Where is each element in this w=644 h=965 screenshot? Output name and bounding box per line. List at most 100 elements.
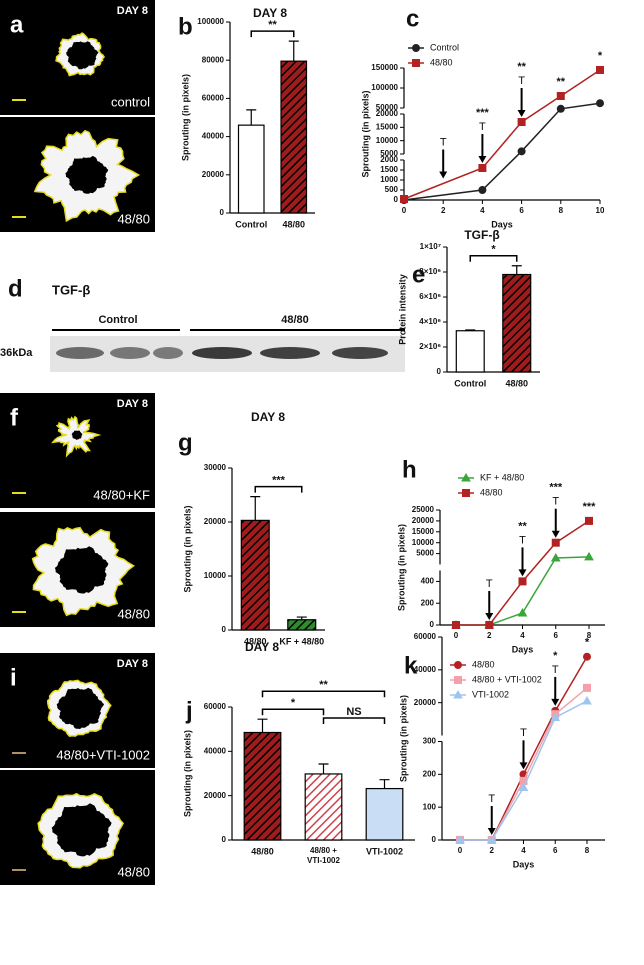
error-bar: [246, 109, 257, 126]
legend-label: 48/80: [430, 57, 453, 67]
y-tick-label: 0: [432, 835, 437, 844]
panel-letter: b: [178, 13, 193, 40]
chart-title: DAY 8: [245, 640, 279, 654]
series-line: [403, 102, 601, 201]
significance-label: ***: [549, 482, 563, 494]
y-tick-label: 40000: [204, 746, 227, 755]
significance-label: *: [553, 650, 558, 662]
y-tick-label: 200: [423, 769, 437, 778]
bar: [237, 124, 265, 214]
blot-band: [332, 347, 388, 359]
legend-marker: [454, 661, 462, 669]
y-tick-label: 80000: [202, 55, 225, 64]
panel-letter: j: [185, 697, 193, 724]
x-tick-label: 2: [441, 206, 446, 215]
x-tick-label: 2: [487, 631, 492, 640]
y-tick-label: 6×10⁶: [419, 292, 441, 301]
panel-letter: h: [402, 456, 417, 483]
significance-label: **: [557, 76, 566, 88]
panel-letter: g: [178, 429, 193, 456]
treatment-label: T: [518, 75, 525, 87]
significance-bracket: [250, 30, 295, 38]
y-tick-label: 0: [220, 208, 225, 217]
y-axis-label: Sprouting (in pixels): [180, 74, 190, 161]
arrow-head: [487, 828, 496, 835]
significance-label: ***: [583, 501, 597, 513]
bar: [304, 773, 343, 841]
x-tick-label: Control: [235, 219, 267, 229]
significance-label: ***: [272, 475, 286, 487]
data-point: [452, 621, 460, 629]
legend-marker: [412, 59, 420, 67]
y-axis-label: Sprouting (in pixels): [398, 695, 408, 782]
data-point: [400, 195, 408, 203]
y-tick-label: 4×10⁶: [419, 317, 441, 326]
data-point: [550, 712, 561, 721]
x-tick-label: 8: [585, 846, 590, 855]
blot-band: [56, 347, 104, 359]
legend-marker: [462, 489, 470, 497]
significance-label: ***: [476, 107, 490, 119]
legend-label: VTI-1002: [472, 689, 509, 699]
bar: [287, 619, 317, 631]
x-tick-label: 4: [520, 631, 525, 640]
x-tick-label: KF + 48/80: [279, 636, 324, 646]
x-tick-label: 48/80: [244, 636, 267, 646]
y-tick-label: 400: [421, 577, 435, 586]
y-tick-label: 50000: [376, 103, 399, 112]
ring-hole: [51, 803, 112, 857]
x-tick-label: 4: [521, 846, 526, 855]
ring-hole: [65, 155, 109, 194]
arrow-head: [518, 569, 527, 577]
blot-band: [260, 347, 320, 359]
y-tick-label: 20000: [202, 170, 225, 179]
error-bar: [296, 616, 307, 620]
y-tick-label: 2×10⁶: [419, 342, 441, 351]
y-tick-label: 500: [385, 185, 399, 194]
image-caption: control: [111, 94, 150, 109]
error-bar: [511, 265, 522, 275]
significance-bracket: [322, 717, 386, 724]
arrow-head: [519, 762, 528, 770]
data-point: [583, 652, 591, 661]
x-tick-label: 0: [454, 631, 459, 640]
y-tick-label: 5000: [416, 549, 434, 558]
y-axis-label: Sprouting (in pixels): [182, 730, 192, 817]
significance-bracket: [261, 708, 325, 716]
legend-label: 48/80: [480, 487, 503, 497]
y-tick-label: 20000: [376, 109, 399, 118]
x-tick-label: 6: [554, 631, 559, 640]
treatment-label: T: [479, 121, 486, 133]
data-point: [517, 147, 526, 156]
image-day: DAY 8: [117, 5, 148, 17]
x-tick-label: 48/80: [505, 378, 528, 388]
significance-label: *: [491, 244, 496, 256]
y-tick-label: 40000: [202, 132, 225, 141]
y-tick-label: 25000: [412, 505, 435, 514]
y-tick-label: 15000: [412, 527, 435, 536]
y-tick-label: 100000: [197, 17, 224, 26]
data-point: [478, 186, 487, 194]
arrow-head: [478, 156, 487, 163]
legend-label: 48/80 + VTI-1002: [472, 674, 542, 684]
data-point: [517, 118, 526, 126]
y-tick-label: 0: [430, 620, 435, 629]
significance-label: NS: [346, 706, 361, 718]
treatment-label: T: [486, 578, 493, 590]
x-tick-label: 48/80: [251, 846, 274, 856]
error-bar: [288, 40, 299, 62]
legend-marker: [412, 44, 420, 52]
data-point: [584, 551, 594, 561]
chart-title: TGF-β: [464, 228, 499, 242]
x-tick-label: Control: [454, 378, 486, 388]
significance-label: *: [598, 50, 603, 62]
x-axis-label: Days: [512, 644, 534, 654]
error-bar: [465, 329, 476, 331]
mw-marker: 36kDa: [0, 347, 33, 359]
error-bar: [257, 718, 268, 733]
data-point: [485, 621, 494, 629]
panel-letter: f: [10, 404, 19, 431]
x-tick-label: 6: [553, 846, 558, 855]
